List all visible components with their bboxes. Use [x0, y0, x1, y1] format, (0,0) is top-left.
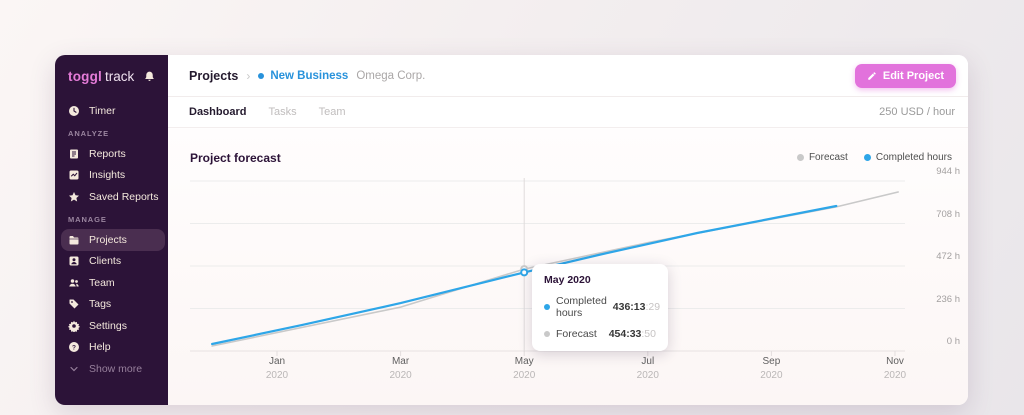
chart-legend: Forecast Completed hours — [796, 152, 952, 163]
y-axis-tick: 0 h — [946, 336, 960, 347]
legend-item-forecast[interactable]: Forecast — [796, 152, 848, 163]
y-axis-tick: 708 h — [936, 208, 960, 220]
breadcrumb-client-name: Omega Corp. — [356, 69, 426, 82]
tag-icon — [68, 298, 80, 310]
x-axis-tick-year: 2020 — [389, 370, 412, 381]
x-axis-tick-month: Jan — [268, 356, 286, 367]
svg-text:?: ? — [72, 345, 76, 352]
people-icon — [68, 277, 80, 289]
tooltip-row-forecast: Forecast 454:33:50 — [544, 328, 656, 340]
chevron-down-icon — [68, 363, 80, 375]
sidebar-item-tags[interactable]: Tags — [55, 294, 168, 316]
sidebar-nav: Timer ANALYZE Reports Insights Saved Rep… — [55, 93, 168, 380]
y-axis-tick: 472 h — [936, 251, 960, 262]
trend-chart-icon — [68, 169, 80, 181]
sidebar-item-clients[interactable]: Clients — [55, 251, 168, 273]
tooltip-row-label: Completed hours — [556, 295, 607, 319]
tooltip-value-main: 436:13 — [612, 301, 646, 313]
folder-icon — [68, 234, 80, 246]
sidebar-item-label: Tags — [89, 298, 112, 311]
breadcrumb-project-name[interactable]: New Business — [270, 69, 349, 82]
sidebar-item-label: Projects — [89, 233, 127, 246]
breadcrumb-separator-icon: › — [246, 68, 251, 83]
y-axis-tick: 236 h — [936, 293, 960, 305]
tooltip-value-seconds: :29 — [645, 301, 661, 313]
sidebar-item-label: Team — [89, 276, 115, 289]
forecast-dot-icon — [796, 154, 804, 161]
sidebar-item-reports[interactable]: Reports — [55, 143, 168, 165]
sidebar-item-label: Insights — [89, 169, 126, 182]
sidebar-item-team[interactable]: Team — [55, 272, 168, 294]
tabs-bar: Dashboard Tasks Team 250 USD / hour — [168, 97, 968, 128]
tooltip-row-value: 454:33:50 — [609, 328, 656, 340]
tab-tasks[interactable]: Tasks — [268, 106, 297, 118]
tab-dashboard[interactable]: Dashboard — [189, 106, 247, 118]
x-axis-tick-month: Mar — [391, 356, 410, 367]
sidebar-item-help[interactable]: ? Help — [55, 337, 168, 359]
client-card-icon — [68, 255, 80, 267]
x-axis-tick-year: 2020 — [513, 370, 536, 381]
sidebar: toggl track Timer ANALYZE Reports Insigh… — [55, 55, 168, 405]
sidebar-item-label: Clients — [89, 255, 122, 268]
sidebar-item-insights[interactable]: Insights — [55, 165, 168, 187]
completed-hours-dot-icon — [863, 154, 871, 161]
sidebar-item-label: Saved Reports — [89, 190, 159, 203]
logo: toggl track — [55, 55, 168, 93]
sidebar-item-label: Settings — [89, 319, 127, 332]
sidebar-item-label: Help — [89, 341, 111, 354]
sidebar-item-label: Timer — [89, 104, 116, 117]
sidebar-item-label: Reports — [89, 147, 126, 160]
tab-team[interactable]: Team — [318, 106, 346, 118]
completed-hours-dot-icon — [544, 304, 550, 310]
edit-project-button[interactable]: Edit Project — [854, 63, 956, 88]
sidebar-item-timer[interactable]: Timer — [55, 100, 168, 122]
tooltip-value-seconds: :50 — [641, 328, 656, 340]
gear-icon — [68, 320, 80, 332]
clock-icon — [68, 105, 80, 117]
tooltip-row-value: 436:13:29 — [613, 301, 660, 313]
chart-tooltip: May 2020 Completed hours 436:13:29 Forec… — [532, 264, 668, 351]
hourly-rate: 250 USD / hour — [879, 106, 955, 118]
tooltip-title: May 2020 — [544, 274, 591, 286]
sidebar-section-manage: MANAGE — [68, 215, 107, 224]
logo-track: track — [105, 69, 135, 84]
tooltip-row-label: Forecast — [556, 328, 597, 340]
x-axis-tick-year: 2020 — [636, 370, 659, 381]
logo-toggl: toggl — [68, 69, 102, 84]
y-axis-tick: 944 h — [936, 166, 960, 177]
tooltip-row-completed: Completed hours 436:13:29 — [544, 295, 660, 319]
edit-project-label: Edit Project — [882, 69, 944, 82]
tooltip-value-main: 454:33 — [608, 328, 642, 340]
legend-item-completed-hours[interactable]: Completed hours — [863, 152, 952, 163]
x-axis-tick-month: Sep — [762, 356, 781, 367]
sidebar-item-saved-reports[interactable]: Saved Reports — [55, 186, 168, 208]
sidebar-item-projects[interactable]: Projects — [61, 229, 165, 251]
pencil-icon — [867, 71, 877, 81]
page-header: Projects › New Business Omega Corp. Edit… — [168, 55, 968, 97]
question-circle-icon: ? — [68, 341, 80, 353]
x-axis-tick-month: May — [514, 356, 534, 367]
x-axis-tick-year: 2020 — [760, 370, 783, 381]
bell-icon[interactable] — [143, 70, 156, 83]
x-axis-tick-year: 2020 — [265, 370, 289, 381]
sidebar-item-show-more[interactable]: Show more — [55, 358, 168, 380]
document-icon — [68, 148, 80, 160]
sidebar-item-settings[interactable]: Settings — [55, 315, 168, 337]
sidebar-section-analyze: ANALYZE — [68, 129, 110, 138]
x-axis-tick-month: Jul — [641, 356, 655, 367]
forecast-dot-icon — [544, 331, 550, 337]
legend-label: Forecast — [808, 152, 848, 163]
breadcrumb-projects-link[interactable]: Projects — [189, 68, 239, 83]
chart-title: Project forecast — [190, 151, 281, 165]
project-color-dot — [258, 72, 265, 79]
x-axis-tick-year: 2020 — [883, 370, 907, 381]
star-icon — [68, 191, 80, 203]
main-panel: Projects › New Business Omega Corp. Edit… — [168, 55, 968, 405]
sidebar-item-label: Show more — [89, 362, 143, 375]
app-window: toggl track Timer ANALYZE Reports Insigh… — [55, 55, 968, 405]
legend-label: Completed hours — [875, 152, 952, 163]
x-axis-tick-month: Nov — [886, 356, 904, 367]
